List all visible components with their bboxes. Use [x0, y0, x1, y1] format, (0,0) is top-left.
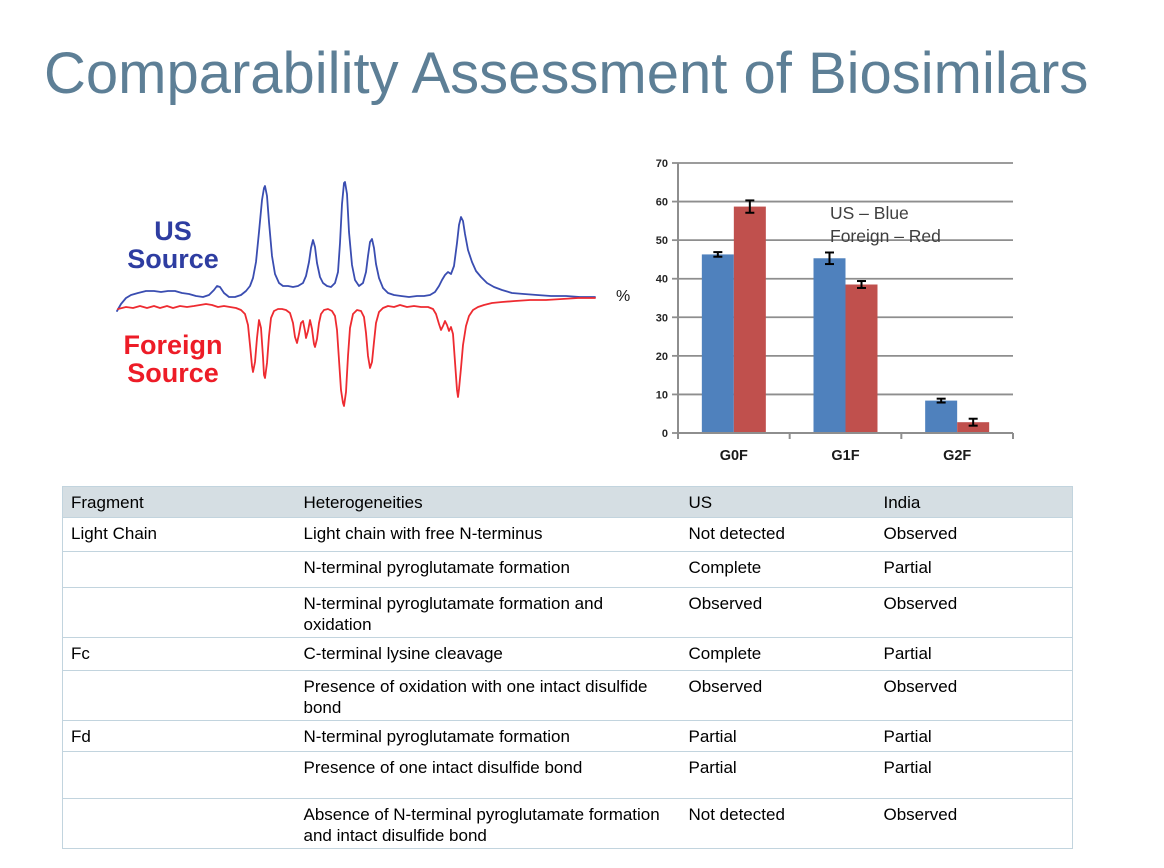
table-cell	[62, 798, 296, 849]
table-cell: Observed	[680, 670, 876, 721]
table-cell: Fc	[62, 637, 296, 671]
table-cell: Not detected	[680, 798, 876, 849]
foreign-source-label: Foreign Source	[123, 330, 223, 388]
table-cell: Partial	[875, 751, 1073, 799]
table-cell: Partial	[875, 551, 1073, 588]
y-tick-label: 40	[656, 274, 668, 286]
table-row: N-terminal pyroglutamate formation Comple…	[62, 551, 1073, 588]
column-header: Fragment	[62, 486, 296, 518]
chromatogram-figure	[116, 181, 596, 407]
bar-us-g1f	[813, 258, 846, 433]
column-header: India	[875, 486, 1073, 518]
column-header: Heterogeneities	[295, 486, 681, 518]
glycan-bar-chart: 0 10 20 30 40 50 60 70 G0F G1F G2F	[656, 158, 1014, 464]
chart-legend: US – Blue Foreign – Red	[830, 203, 941, 246]
bar-us-g0f	[701, 254, 734, 433]
comparability-table: Fragment Heterogeneities US India Light Cha…	[62, 486, 1073, 849]
table-row: Fd N-terminal pyroglutamate formation Part…	[62, 720, 1073, 752]
y-tick-label: 20	[656, 351, 668, 363]
table-cell: Presence of oxidation with one intact di…	[295, 670, 681, 721]
table-cell: Fd	[62, 720, 296, 752]
table-cell	[62, 670, 296, 721]
x-tick-label: G0F	[720, 448, 748, 464]
table-row: Absence of N-terminal pyroglutamate form…	[62, 798, 1073, 849]
page-title: Comparability Assessment of Biosimilars	[44, 41, 1089, 106]
y-tick-label: 10	[656, 389, 668, 401]
table-row: Presence of one intact disulfide bond Par…	[62, 751, 1073, 799]
table-cell	[62, 551, 296, 588]
bar-us-g2f	[925, 400, 958, 433]
x-tick-label: G2F	[943, 448, 971, 464]
table-body: Light Chain Light chain with free N-termi…	[62, 517, 1073, 849]
table-cell: Observed	[875, 587, 1073, 638]
y-tick-label: 30	[656, 312, 668, 324]
table-header-row: Fragment Heterogeneities US India	[62, 486, 1073, 518]
y-tick-label: 50	[656, 235, 668, 247]
table-row: Fc C-terminal lysine cleavage Complete Part…	[62, 637, 1073, 671]
column-header: US	[680, 486, 876, 518]
y-tick-label: 0	[662, 428, 668, 440]
table-cell: Observed	[875, 517, 1073, 552]
table-header: Fragment Heterogeneities US India	[62, 486, 1073, 518]
table-cell	[62, 587, 296, 638]
x-tick-label: G1F	[831, 448, 859, 464]
table-cell: Complete	[680, 637, 876, 671]
table-cell: N-terminal pyroglutamate formation	[295, 551, 681, 588]
y-tick-label: 70	[656, 158, 668, 170]
table-cell: Observed	[875, 670, 1073, 721]
us-trace	[116, 181, 596, 312]
table-cell: Not detected	[680, 517, 876, 552]
table-cell: Absence of N-terminal pyroglutamate form…	[295, 798, 681, 849]
y-axis-label: %	[616, 288, 631, 305]
table-row: Presence of oxidation with one intact di…	[62, 670, 1073, 721]
table-cell: N-terminal pyroglutamate formation	[295, 720, 681, 752]
table-cell: Presence of one intact disulfide bond	[295, 751, 681, 799]
table-cell: Light chain with free N-terminus	[295, 517, 681, 552]
table-cell: Observed	[680, 587, 876, 638]
us-source-label: US Source	[127, 216, 219, 274]
table-cell	[62, 751, 296, 799]
table-cell: Complete	[680, 551, 876, 588]
table-cell: Partial	[875, 720, 1073, 752]
table-cell: Light Chain	[62, 517, 296, 552]
foreign-trace	[117, 297, 596, 407]
table-cell: Observed	[875, 798, 1073, 849]
table-cell: N-terminal pyroglutamate formation and o…	[295, 587, 681, 638]
table-row: Light Chain Light chain with free N-termi…	[62, 517, 1073, 552]
table-cell: Partial	[680, 751, 876, 799]
table-cell: Partial	[680, 720, 876, 752]
table-cell: C-terminal lysine cleavage	[295, 637, 681, 671]
table-row: N-terminal pyroglutamate formation and o…	[62, 587, 1073, 638]
table-cell: Partial	[875, 637, 1073, 671]
bar-foreign-g0f	[733, 206, 766, 433]
y-tick-label: 60	[656, 197, 668, 209]
bar-foreign-g1f	[845, 284, 878, 433]
bar-foreign-g2f	[957, 422, 990, 433]
